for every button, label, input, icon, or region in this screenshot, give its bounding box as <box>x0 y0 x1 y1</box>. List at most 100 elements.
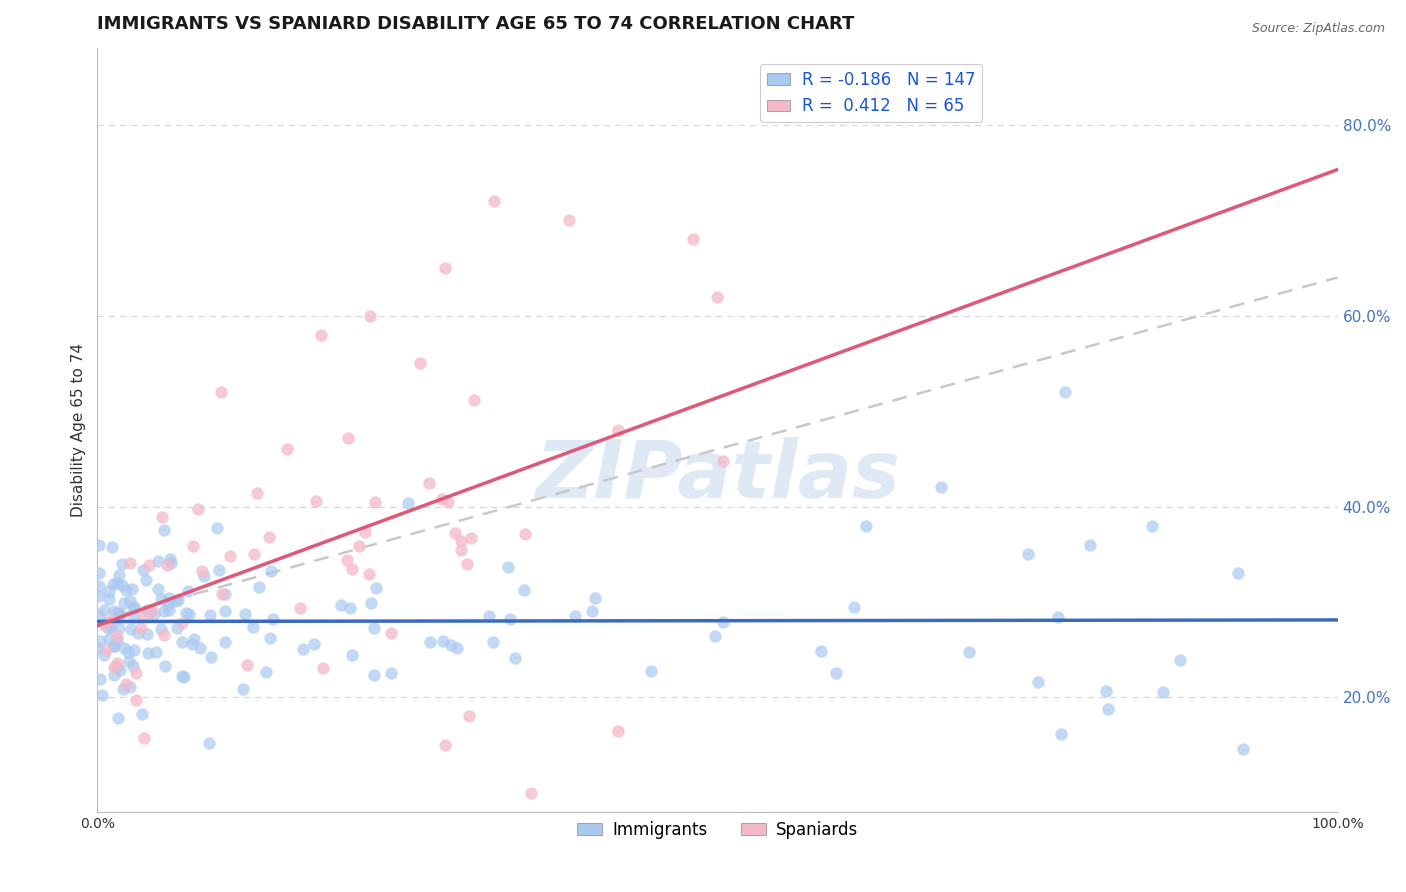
Point <box>159 552 181 566</box>
Point <box>87 566 110 581</box>
Point <box>136 603 159 617</box>
Point <box>176 606 198 620</box>
Point <box>824 666 846 681</box>
Point <box>418 476 440 491</box>
Point <box>304 494 326 508</box>
Point <box>450 542 472 557</box>
Point <box>105 633 128 648</box>
Point <box>366 581 388 595</box>
Point <box>149 622 172 636</box>
Point <box>172 615 194 630</box>
Point <box>354 525 377 540</box>
Point <box>247 580 270 594</box>
Point <box>336 553 359 567</box>
Point <box>122 601 145 615</box>
Point <box>118 654 141 668</box>
Point <box>131 563 153 577</box>
Point <box>581 604 603 618</box>
Point <box>208 563 231 577</box>
Point <box>446 641 468 656</box>
Point <box>111 577 134 591</box>
Point <box>103 667 125 681</box>
Point <box>107 621 129 635</box>
Point <box>153 658 176 673</box>
Point <box>117 645 139 659</box>
Point <box>360 596 382 610</box>
Point <box>160 556 183 570</box>
Point <box>135 573 157 587</box>
Point <box>419 635 441 649</box>
Point <box>150 509 173 524</box>
Point <box>188 641 211 656</box>
Point <box>138 606 160 620</box>
Point <box>98 632 121 647</box>
Point <box>103 660 125 674</box>
Point <box>682 232 704 246</box>
Point <box>842 599 865 614</box>
Point <box>124 610 146 624</box>
Point <box>94 643 117 657</box>
Point <box>1227 566 1250 581</box>
Text: Source: ZipAtlas.com: Source: ZipAtlas.com <box>1251 22 1385 36</box>
Point <box>711 454 734 468</box>
Point <box>136 627 159 641</box>
Point <box>138 558 160 572</box>
Point <box>340 648 363 662</box>
Point <box>444 526 467 541</box>
Point <box>260 565 283 579</box>
Point <box>209 384 232 399</box>
Point <box>115 582 138 597</box>
Point <box>122 643 145 657</box>
Point <box>105 657 128 671</box>
Point <box>711 615 734 629</box>
Point <box>108 663 131 677</box>
Point <box>136 646 159 660</box>
Point <box>363 668 385 682</box>
Point <box>1097 701 1119 715</box>
Point <box>259 530 281 544</box>
Point <box>150 592 173 607</box>
Point <box>177 583 200 598</box>
Point <box>1232 742 1254 756</box>
Point <box>87 608 110 623</box>
Point <box>121 582 143 596</box>
Point <box>100 620 122 634</box>
Point <box>166 621 188 635</box>
Point <box>107 711 129 725</box>
Point <box>148 554 170 568</box>
Point <box>463 393 485 408</box>
Point <box>236 657 259 672</box>
Point <box>640 665 662 679</box>
Point <box>107 606 129 620</box>
Point <box>233 607 256 622</box>
Point <box>173 670 195 684</box>
Point <box>97 621 120 635</box>
Point <box>380 626 402 640</box>
Point <box>340 562 363 576</box>
Point <box>409 356 432 370</box>
Point <box>513 582 536 597</box>
Point <box>193 568 215 582</box>
Point <box>87 538 110 552</box>
Point <box>120 594 142 608</box>
Point <box>166 593 188 607</box>
Point <box>302 637 325 651</box>
Point <box>440 638 463 652</box>
Point <box>211 587 233 601</box>
Point <box>259 632 281 646</box>
Point <box>513 527 536 541</box>
Point <box>153 523 176 537</box>
Point <box>276 442 298 457</box>
Point <box>157 603 180 617</box>
Legend: Immigrants, Spaniards: Immigrants, Spaniards <box>571 814 865 846</box>
Point <box>103 640 125 654</box>
Point <box>810 643 832 657</box>
Point <box>309 327 332 342</box>
Point <box>957 645 980 659</box>
Point <box>290 601 312 615</box>
Point <box>187 502 209 516</box>
Point <box>855 518 877 533</box>
Point <box>262 612 284 626</box>
Point <box>450 534 472 549</box>
Point <box>363 621 385 635</box>
